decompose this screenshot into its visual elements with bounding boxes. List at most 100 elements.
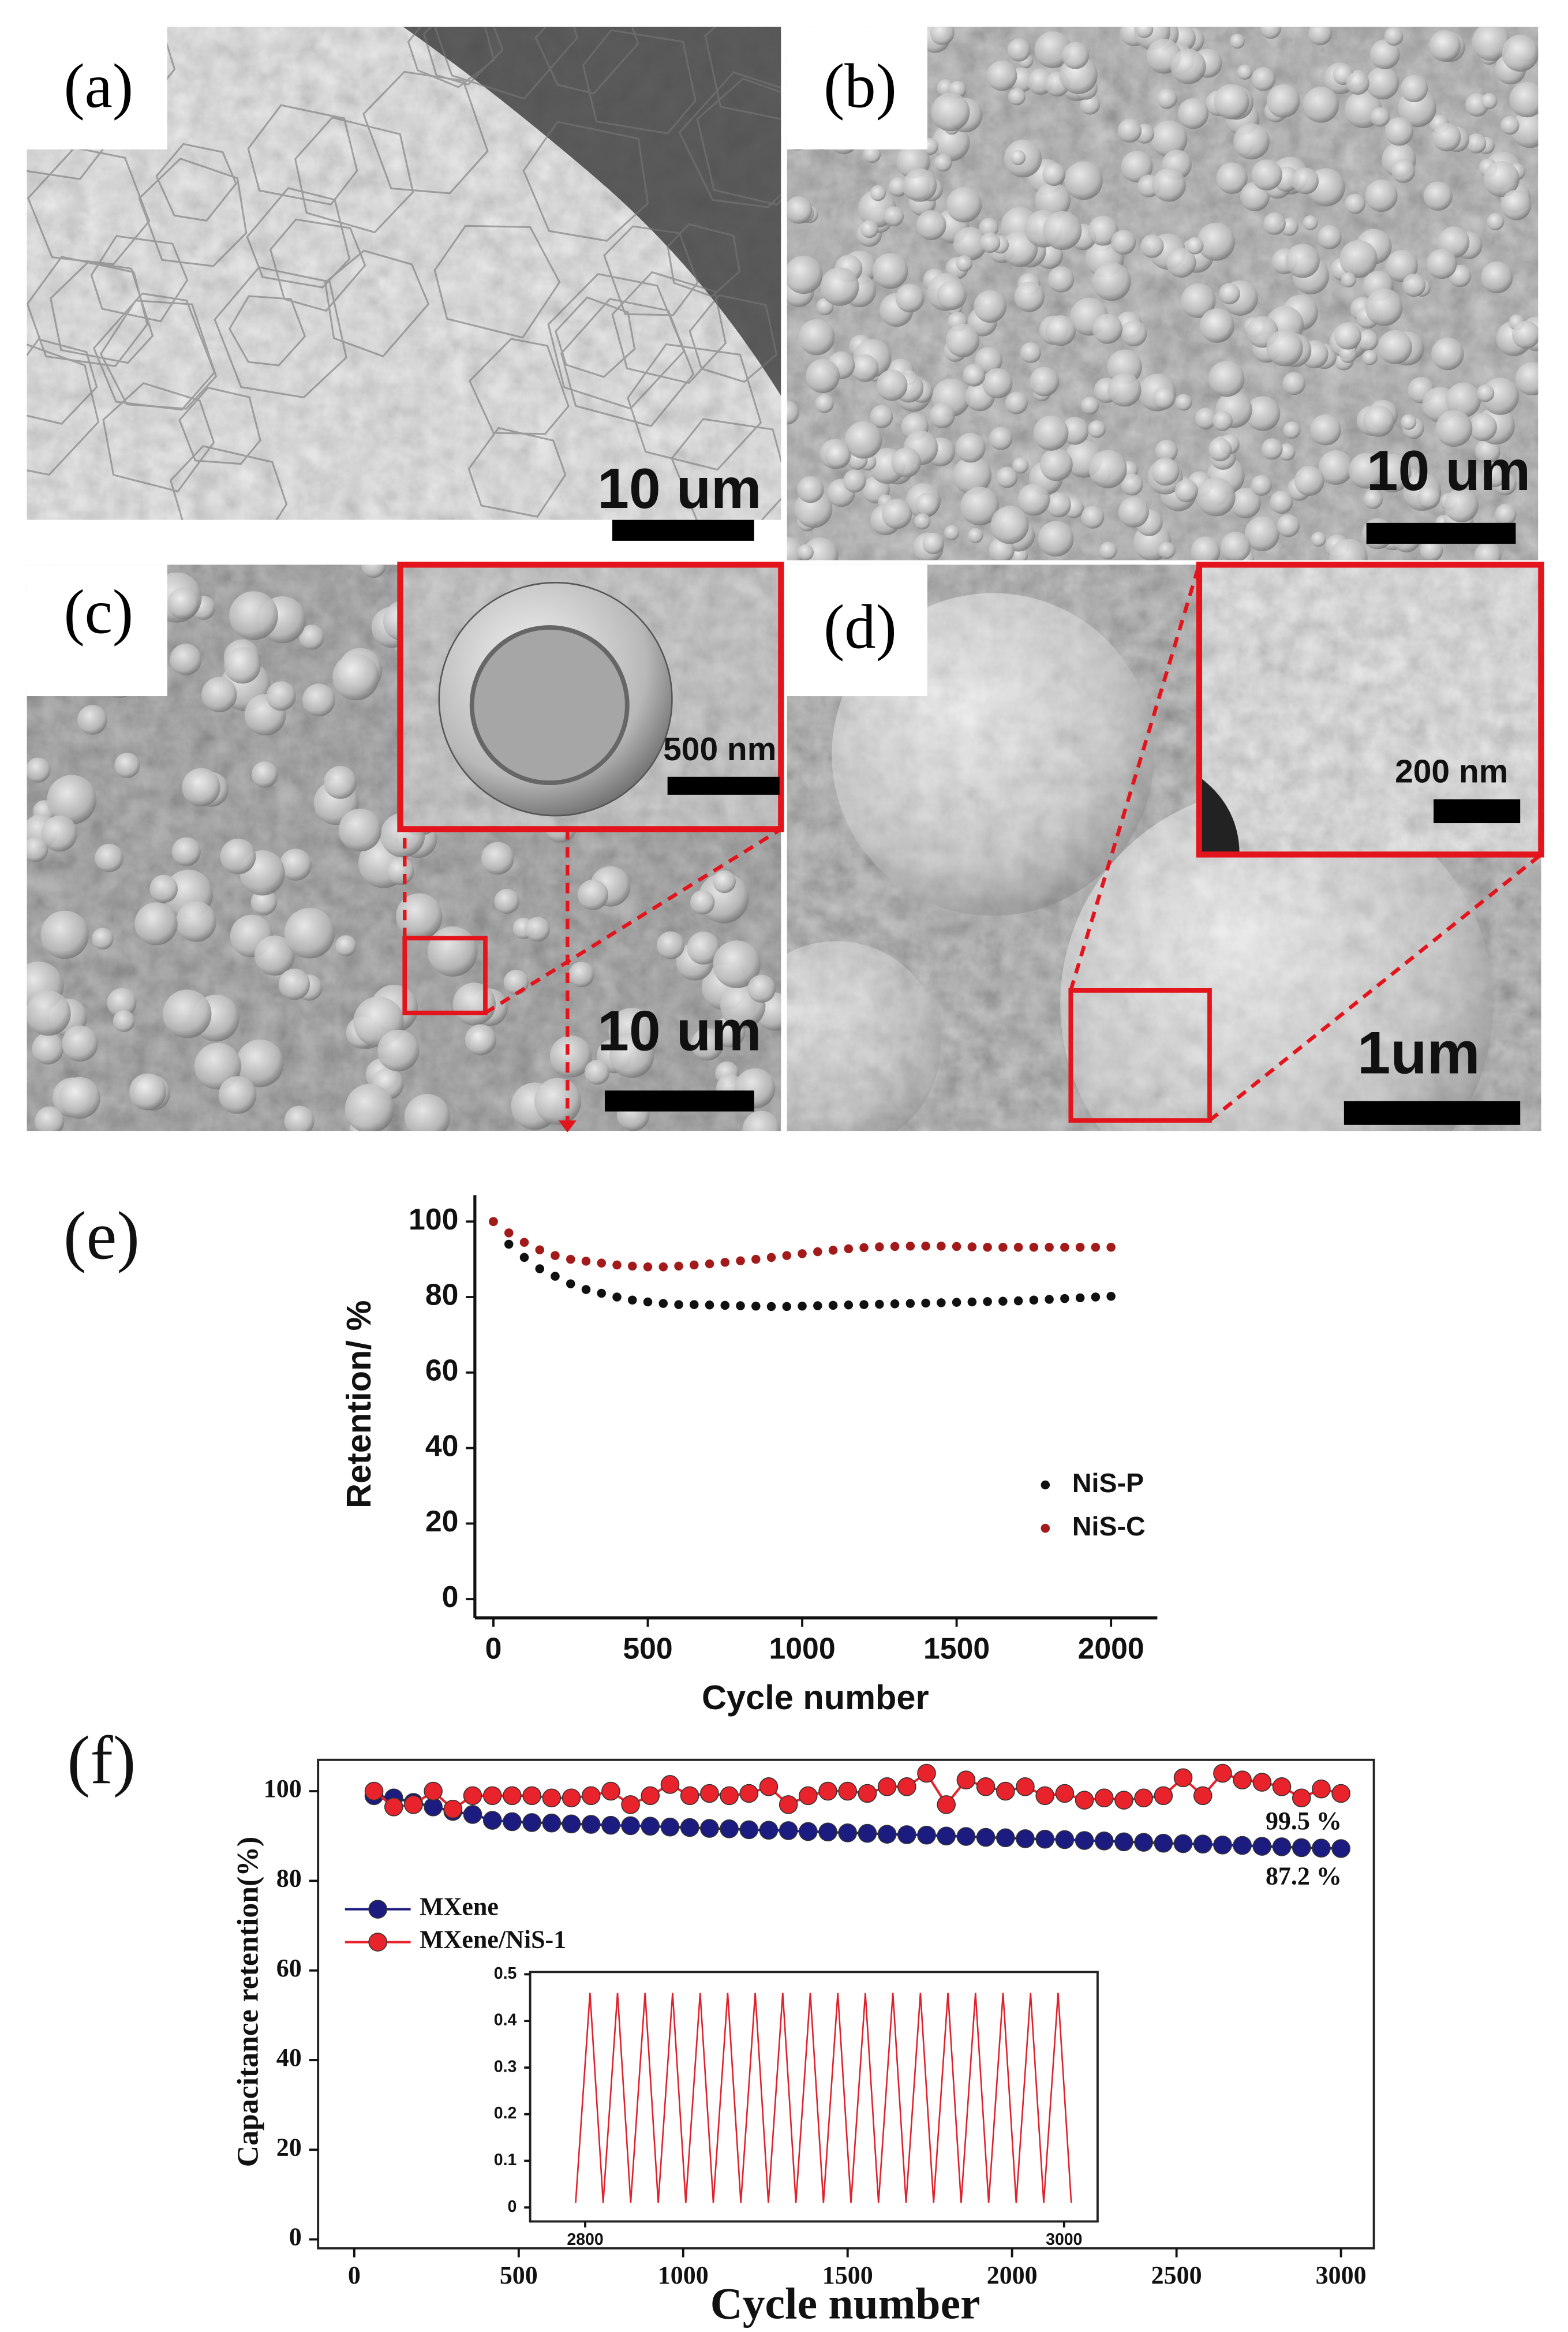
data-point	[581, 1257, 591, 1266]
data-marker	[917, 1763, 936, 1783]
legend-marker	[1041, 1480, 1050, 1490]
particle	[251, 761, 278, 788]
data-marker	[838, 1781, 858, 1801]
data-point	[1013, 1242, 1023, 1252]
particle	[747, 974, 776, 1003]
data-point	[1013, 1296, 1023, 1306]
particle	[1346, 71, 1369, 95]
particle	[929, 403, 955, 429]
particle	[1040, 448, 1073, 481]
data-marker	[996, 1828, 1015, 1848]
particle	[1216, 162, 1248, 194]
data-point	[905, 1241, 915, 1251]
grain	[534, 27, 639, 95]
particle	[1230, 33, 1245, 49]
inset-scale-bar-label: 500 nm	[663, 731, 776, 768]
data-marker	[463, 1805, 482, 1824]
particle	[1511, 111, 1539, 148]
data-point	[859, 1300, 869, 1309]
particle	[870, 185, 886, 201]
particle	[1481, 93, 1498, 110]
particle	[224, 647, 261, 684]
data-marker	[759, 1821, 779, 1840]
particle	[1081, 506, 1105, 529]
data-marker	[562, 1788, 581, 1808]
particle	[1008, 88, 1026, 106]
x-tick-label: 2800	[567, 2230, 603, 2249]
particle	[1318, 225, 1342, 249]
particle	[182, 768, 220, 806]
scale-bar	[1434, 799, 1521, 824]
data-marker	[779, 1795, 798, 1814]
particle	[1285, 244, 1320, 278]
data-point	[1106, 1242, 1116, 1252]
particle	[1042, 163, 1066, 186]
particle	[1431, 337, 1464, 371]
data-marker	[1233, 1770, 1252, 1790]
data-marker	[1292, 1788, 1311, 1808]
particle	[820, 267, 859, 306]
particle	[113, 1010, 135, 1032]
particle	[1487, 212, 1505, 231]
data-marker	[976, 1828, 996, 1847]
particle	[1175, 394, 1192, 411]
data-point	[489, 1217, 498, 1227]
y-tick-label: 0.3	[494, 2057, 517, 2076]
grain	[696, 77, 781, 206]
data-marker	[759, 1777, 779, 1796]
particle	[201, 677, 237, 712]
inset-scale-bar-label: 200 nm	[1395, 753, 1508, 790]
data-marker	[581, 1815, 601, 1834]
particle	[1196, 477, 1236, 517]
particle	[427, 926, 478, 977]
data-marker	[641, 1817, 660, 1836]
grain	[667, 223, 741, 297]
annotation: 99.5 %	[1266, 1807, 1342, 1835]
particle	[335, 935, 357, 956]
particle	[922, 532, 944, 555]
particle	[452, 982, 496, 1026]
particle	[891, 447, 922, 478]
y-axis-label: Retention/ %	[339, 1300, 378, 1508]
particle	[798, 319, 835, 356]
data-marker	[1154, 1833, 1173, 1853]
x-tick-label: 1500	[822, 2261, 873, 2289]
particle	[1251, 159, 1282, 190]
data-point	[705, 1259, 714, 1269]
particle	[1012, 457, 1029, 474]
particle	[1318, 450, 1353, 485]
particle	[1400, 74, 1428, 103]
particle	[577, 879, 608, 910]
data-point	[597, 1258, 607, 1268]
particle	[742, 1111, 780, 1131]
data-point	[1045, 1295, 1054, 1304]
y-tick-label: 0	[289, 2223, 302, 2251]
grain	[433, 225, 561, 339]
data-marker	[1075, 1791, 1094, 1810]
data-point	[967, 1242, 977, 1251]
particle	[825, 442, 851, 469]
data-marker	[581, 1786, 601, 1806]
particle	[1329, 539, 1368, 560]
particle	[284, 908, 335, 959]
grain	[102, 382, 215, 492]
particle	[1191, 536, 1221, 560]
particle	[1363, 405, 1395, 437]
scale-bar-label: 1um	[1357, 1019, 1480, 1086]
particle	[1034, 31, 1072, 69]
grain	[324, 249, 430, 358]
particle	[1386, 249, 1418, 282]
x-axis-label: Cycle number	[710, 2278, 981, 2328]
data-point	[844, 1300, 854, 1310]
particle	[860, 220, 879, 238]
data-point	[782, 1251, 792, 1260]
label-box	[787, 565, 927, 697]
data-point	[690, 1260, 699, 1270]
particle	[396, 893, 443, 940]
grain	[555, 296, 636, 378]
particle	[302, 683, 335, 717]
particle	[1092, 262, 1131, 301]
grain	[422, 27, 504, 86]
particle	[996, 466, 1018, 488]
particle	[956, 255, 973, 272]
